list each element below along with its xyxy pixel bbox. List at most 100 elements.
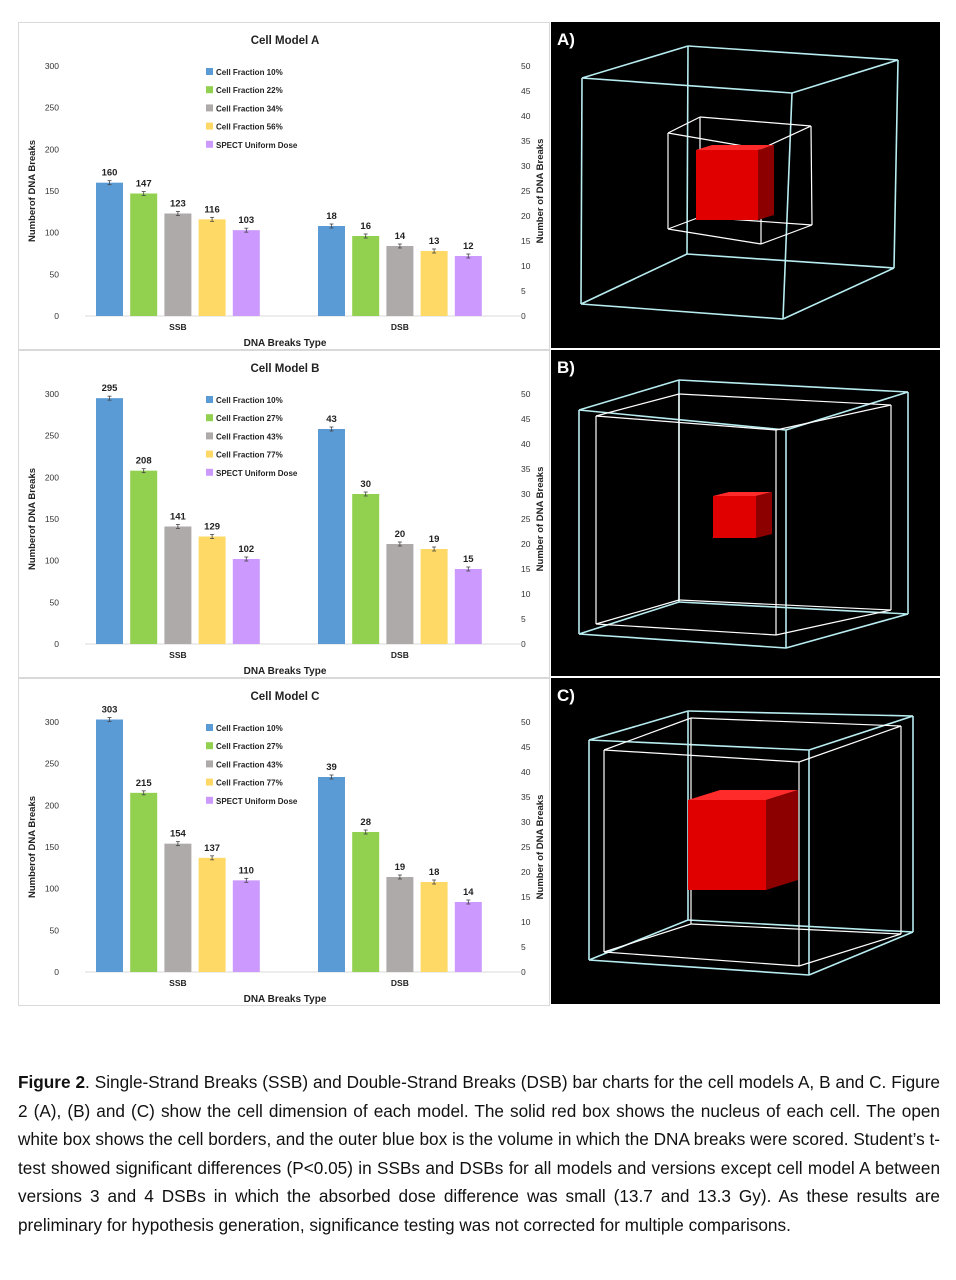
nucleus-side <box>758 145 774 220</box>
y2-axis-title: Number of DNA Breaks <box>535 795 546 900</box>
y-tick-label: 300 <box>45 61 59 71</box>
cell-model-a-3d-view <box>580 45 899 320</box>
legend-swatch <box>206 140 213 148</box>
y2-tick-label: 10 <box>521 589 531 599</box>
legend-entry: Cell Fraction 43% <box>216 432 283 441</box>
y-axis-title: Numberof DNA Breaks <box>27 140 38 242</box>
bar <box>232 559 260 644</box>
bar <box>232 230 260 316</box>
nucleus-top <box>713 492 772 496</box>
cell-border-box-edge <box>595 623 777 636</box>
y2-tick-label: 20 <box>521 867 531 877</box>
chart-title: Cell Model C <box>250 691 319 703</box>
data-label: 14 <box>395 231 406 242</box>
cell-border-box-edge <box>775 404 892 431</box>
y-tick-label: 100 <box>45 556 59 566</box>
chart-title: Cell Model A <box>251 35 320 47</box>
bar <box>318 226 345 316</box>
cell-border-box-edge <box>603 951 800 967</box>
chart-panel-b: 0 50 100 150 200 250 300 0 5 10 15 20 25 30 35 40 45 50 Ce… <box>18 350 550 678</box>
legend-entry: Cell Fraction 77% <box>216 779 283 788</box>
y2-axis-title: Number of DNA Breaks <box>535 467 546 572</box>
cell-border-box-edge <box>810 125 813 226</box>
x-axis-title: DNA Breaks Type <box>244 338 327 349</box>
legend-swatch <box>206 724 213 731</box>
bar <box>454 569 482 644</box>
data-label: 30 <box>360 479 371 490</box>
outer-scoring-box-edge <box>808 715 914 751</box>
data-label: 28 <box>360 817 371 828</box>
y2-tick-label: 40 <box>521 439 531 449</box>
legend-swatch <box>206 742 213 750</box>
y2-axis-title: Number of DNA Breaks <box>535 139 546 244</box>
y2-tick-label: 45 <box>521 414 531 424</box>
bar <box>318 777 345 972</box>
legend-swatch <box>206 468 213 476</box>
legend-swatch <box>206 760 213 768</box>
outer-scoring-box-edge <box>687 710 914 717</box>
cell-border-box-edge <box>595 415 777 431</box>
bar <box>164 213 192 316</box>
x-category-label: SSB <box>169 978 186 988</box>
legend-entry: SPECT Uniform Dose <box>216 797 298 806</box>
data-label: 110 <box>239 865 254 876</box>
chart-panel-c: 0 50 100 150 200 250 300 0 5 10 15 20 25 30 35 40 45 50 Ce… <box>18 678 550 1006</box>
cube-panel-b: B) <box>551 350 940 676</box>
bar <box>352 832 380 972</box>
outer-scoring-box-edge <box>588 959 810 976</box>
outer-scoring-box-edge <box>578 379 680 411</box>
nucleus-top <box>688 790 798 800</box>
y2-tick-label: 50 <box>521 389 531 399</box>
cell-border-box-edge <box>798 725 902 763</box>
nucleus-side <box>756 492 772 538</box>
y2-tick-label: 10 <box>521 261 531 271</box>
x-category-label: DSB <box>391 978 409 988</box>
y2-tick-label: 30 <box>521 489 531 499</box>
cube-panel-label: B) <box>557 358 575 377</box>
y2-tick-label: 25 <box>521 514 531 524</box>
outer-scoring-box-edge <box>686 253 895 269</box>
cell-border-box-edge <box>678 599 892 611</box>
bar <box>96 719 123 972</box>
y-tick-label: 100 <box>45 228 59 238</box>
outer-scoring-box-edge <box>580 303 784 320</box>
y2-tick-label: 20 <box>521 211 531 221</box>
y-tick-label: 50 <box>50 269 60 279</box>
y-tick-label: 150 <box>45 186 59 196</box>
data-label: 137 <box>204 843 220 854</box>
y-tick-label: 0 <box>54 967 59 977</box>
legend-swatch <box>206 104 213 112</box>
data-label: 154 <box>170 829 187 840</box>
x-axis-title: DNA Breaks Type <box>244 666 327 677</box>
legend-entry: Cell Fraction 34% <box>216 104 283 113</box>
outer-scoring-box-edge <box>581 45 689 79</box>
outer-scoring-box-edge <box>580 253 688 305</box>
outer-scoring-box-edge <box>785 613 909 649</box>
data-label: 18 <box>429 867 440 878</box>
data-label: 19 <box>429 534 440 545</box>
cube-panel-label: A) <box>557 30 575 49</box>
data-label: 295 <box>102 383 119 394</box>
cell-border-box-edge <box>690 717 902 727</box>
bar-chart-a: 05010015020025030005101520253035404550Ce… <box>27 35 546 349</box>
data-label: 102 <box>238 544 254 555</box>
cell-model-b-3d-view <box>578 379 909 649</box>
figure-caption: Figure 2. Single-Strand Breaks (SSB) and… <box>18 1068 940 1240</box>
bar <box>420 882 448 972</box>
cell-border-box-edge <box>603 749 800 763</box>
cell-border-box-edge <box>678 393 892 406</box>
data-label: 20 <box>395 529 406 540</box>
data-label: 141 <box>170 512 187 523</box>
legend-entry: Cell Fraction 10% <box>216 68 283 77</box>
y-axis-title: Numberof DNA Breaks <box>27 468 38 570</box>
x-category-label: SSB <box>169 650 186 660</box>
x-category-label: DSB <box>391 322 409 332</box>
y2-tick-label: 30 <box>521 161 531 171</box>
y-tick-label: 200 <box>45 800 59 810</box>
cell-border-box-edge <box>603 923 692 953</box>
y-tick-label: 300 <box>45 717 59 727</box>
outer-scoring-box-edge <box>588 739 810 751</box>
legend-entry: Cell Fraction 10% <box>216 396 283 405</box>
legend-entry: SPECT Uniform Dose <box>216 469 298 478</box>
bar <box>420 251 448 316</box>
